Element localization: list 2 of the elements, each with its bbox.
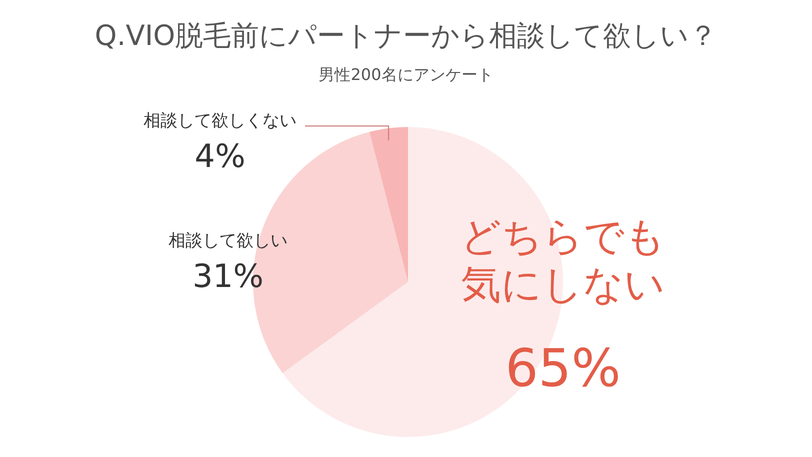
subtitle: 男性200名にアンケート [318,65,494,84]
title: Q.VIO脱毛前にパートナーから相談して欲しい？ [94,19,718,52]
